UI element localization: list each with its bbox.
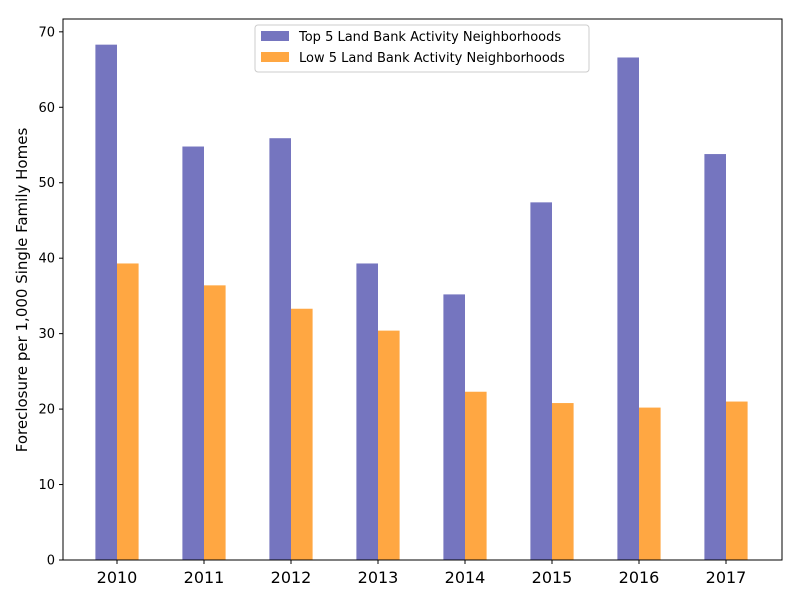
y-tick-label: 70 — [38, 25, 55, 40]
bar-low5-2017 — [726, 401, 748, 560]
bar-top5-2010 — [95, 44, 117, 560]
x-tick-label: 2016 — [619, 568, 660, 587]
bar-low5-2010 — [117, 263, 139, 560]
bars-group — [95, 44, 748, 560]
y-tick-label: 0 — [47, 554, 55, 569]
y-tick-label: 20 — [38, 403, 55, 418]
bar-low5-2012 — [291, 308, 313, 560]
legend-label-top5: Top 5 Land Bank Activity Neighborhoods — [298, 30, 561, 45]
legend-label-low5: Low 5 Land Bank Activity Neighborhoods — [299, 51, 565, 66]
x-tick-label: 2014 — [445, 568, 486, 587]
x-axis-ticks: 2010 2011 2012 2013 2014 2015 2016 2017 — [97, 560, 747, 587]
bar-low5-2016 — [639, 407, 661, 560]
legend-swatch-top5 — [261, 31, 289, 41]
bar-top5-2012 — [269, 138, 291, 560]
bar-top5-2017 — [704, 154, 726, 560]
y-tick-label: 50 — [38, 176, 55, 191]
y-tick-label: 10 — [38, 478, 55, 493]
y-axis-label: Foreclosure per 1,000 Single Family Home… — [13, 128, 31, 453]
x-tick-label: 2011 — [184, 568, 225, 587]
bar-top5-2013 — [356, 263, 378, 560]
x-tick-label: 2010 — [97, 568, 138, 587]
bar-low5-2011 — [204, 285, 226, 560]
legend-box — [254, 24, 590, 73]
bar-top5-2015 — [530, 202, 552, 560]
y-tick-label: 30 — [38, 327, 55, 342]
bar-top5-2014 — [443, 294, 465, 560]
bar-low5-2013 — [378, 330, 400, 560]
y-axis-ticks: 0 10 20 30 40 50 60 70 — [38, 25, 63, 569]
legend: Top 5 Land Bank Activity Neighborhoods Lo… — [254, 24, 590, 73]
x-tick-label: 2012 — [271, 568, 312, 587]
plot-frame — [62, 18, 783, 561]
legend-swatch-low5 — [261, 52, 289, 62]
bar-top5-2016 — [617, 57, 639, 560]
x-tick-label: 2017 — [706, 568, 747, 587]
y-tick-label: 60 — [38, 101, 55, 116]
y-tick-label: 40 — [38, 252, 55, 267]
x-tick-label: 2013 — [358, 568, 399, 587]
bar-low5-2015 — [552, 403, 574, 560]
bar-top5-2011 — [182, 146, 204, 560]
plot-background — [63, 19, 782, 560]
bar-low5-2014 — [465, 391, 487, 560]
x-tick-label: 2015 — [532, 568, 573, 587]
